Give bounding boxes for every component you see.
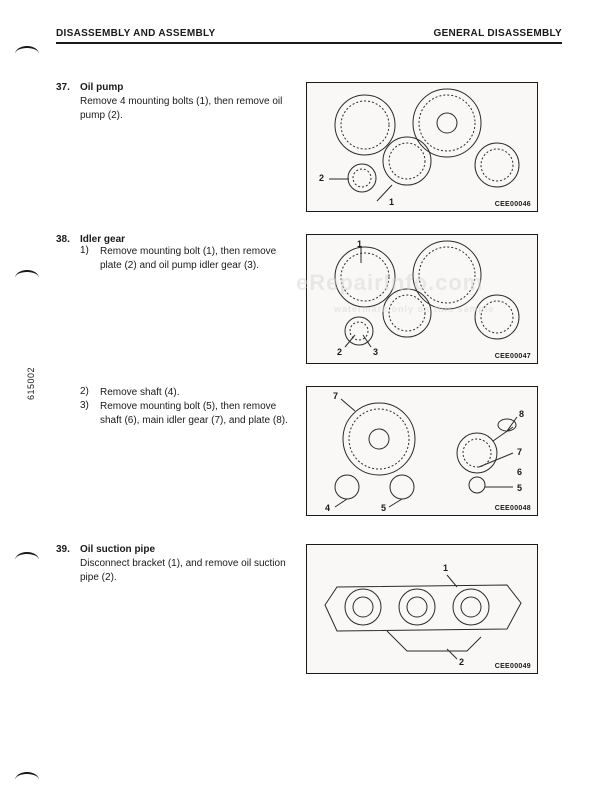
- callout-2: 2: [337, 347, 342, 357]
- figure-col: 2 1 CEE00046: [306, 82, 538, 212]
- figure-id: CEE00046: [495, 201, 531, 208]
- callout-2: 2: [459, 657, 464, 667]
- figure-id: CEE00049: [495, 663, 531, 670]
- step-text: 2) Remove shaft (4). 3) Remove mounting …: [56, 386, 292, 428]
- figure-id: CEE00047: [495, 353, 531, 360]
- substep-number: 2): [80, 386, 94, 397]
- callout-5b: 5: [517, 483, 522, 493]
- callout-1: 1: [443, 563, 448, 573]
- callout-6: 6: [517, 467, 522, 477]
- step-37: 37. Oil pump Remove 4 mounting bolts (1)…: [56, 82, 562, 212]
- callout-1: 1: [389, 197, 394, 207]
- hole-arc: [15, 46, 39, 54]
- page: 615002 DISASSEMBLY AND ASSEMBLY GENERAL …: [0, 0, 602, 801]
- crankcase-diagram-icon: [307, 545, 538, 674]
- callout-7: 7: [333, 391, 338, 401]
- step-number: 39.: [56, 544, 74, 555]
- step-number: 38.: [56, 234, 74, 245]
- substep-body: Remove shaft (4).: [100, 386, 179, 400]
- substep-body: Remove mounting bolt (5), then remove sh…: [100, 400, 292, 428]
- step-title: Oil pump: [80, 82, 123, 93]
- hole-arc: [15, 552, 39, 560]
- substep-number: 3): [80, 400, 94, 411]
- callout-2: 2: [319, 173, 324, 183]
- step-title: Oil suction pipe: [80, 544, 155, 555]
- step-38b: 2) Remove shaft (4). 3) Remove mounting …: [56, 386, 562, 516]
- figure-box: 1 2 CEE00049: [306, 544, 538, 674]
- callout-1: 1: [357, 239, 362, 249]
- step-text: 37. Oil pump Remove 4 mounting bolts (1)…: [56, 82, 292, 123]
- step-body: Disconnect bracket (1), and remove oil s…: [80, 557, 292, 585]
- step-text: 38. Idler gear 1) Remove mounting bolt (…: [56, 234, 292, 273]
- figure-box: 2 1 CEE00046: [306, 82, 538, 212]
- callout-7b: 7: [517, 447, 522, 457]
- substep-body: Remove mounting bolt (1), then remove pl…: [100, 245, 292, 273]
- callout-8: 8: [519, 409, 524, 419]
- figure-id: CEE00048: [495, 505, 531, 512]
- gear-diagram-icon: [307, 387, 538, 516]
- side-code: 615002: [26, 367, 36, 400]
- figure-col: 1 2 CEE00049: [306, 544, 538, 674]
- substep-number: 1): [80, 245, 94, 256]
- callout-5: 5: [381, 503, 386, 513]
- step-title: Idler gear: [80, 234, 125, 245]
- callout-3: 3: [373, 347, 378, 357]
- header-right: GENERAL DISASSEMBLY: [433, 28, 562, 39]
- callout-4: 4: [325, 503, 330, 513]
- step-body: Remove 4 mounting bolts (1), then remove…: [80, 95, 292, 123]
- figure-box: 7 4 5 8 7 6 5 CEE00048: [306, 386, 538, 516]
- figure-col: 7 4 5 8 7 6 5 CEE00048: [306, 386, 538, 516]
- step-38: 38. Idler gear 1) Remove mounting bolt (…: [56, 234, 562, 364]
- hole-arc: [15, 772, 39, 780]
- header-left: DISASSEMBLY AND ASSEMBLY: [56, 28, 215, 39]
- step-number: 37.: [56, 82, 74, 93]
- figure-col: 1 2 3 CEE00047 eRepairInfo.com watermark…: [306, 234, 538, 364]
- step-39: 39. Oil suction pipe Disconnect bracket …: [56, 544, 562, 674]
- hole-arc: [15, 270, 39, 278]
- step-text: 39. Oil suction pipe Disconnect bracket …: [56, 544, 292, 585]
- page-header: DISASSEMBLY AND ASSEMBLY GENERAL DISASSE…: [56, 28, 562, 44]
- gear-diagram-icon: [307, 83, 538, 212]
- figure-box: 1 2 3 CEE00047: [306, 234, 538, 364]
- gear-diagram-icon: [307, 235, 538, 364]
